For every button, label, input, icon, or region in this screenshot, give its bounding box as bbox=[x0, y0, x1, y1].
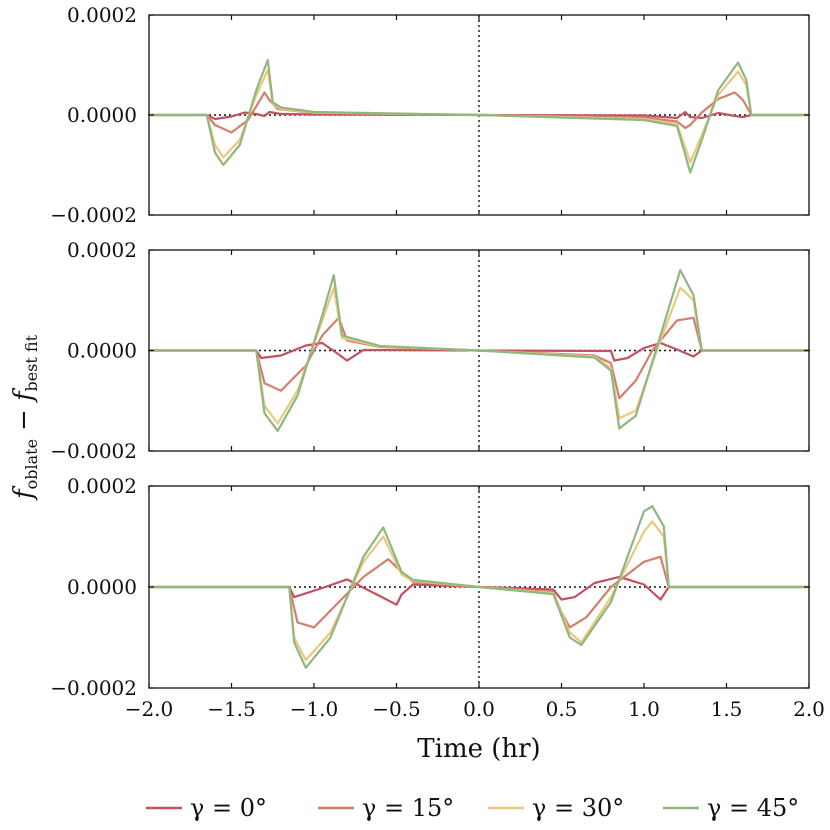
y-axis-title-minus: − bbox=[9, 409, 39, 431]
y-tick-label: −0.0002 bbox=[50, 439, 137, 463]
x-tick-label: 0.0 bbox=[463, 697, 495, 721]
legend-item: γ = 45° bbox=[663, 794, 799, 822]
y-axis-title-sub2: best fit bbox=[22, 334, 41, 391]
legend-item: γ = 30° bbox=[488, 794, 624, 822]
y-tick-label: −0.0002 bbox=[50, 676, 137, 700]
y-tick-label: 0.0000 bbox=[67, 575, 137, 599]
x-tick-label: −1.5 bbox=[207, 697, 256, 721]
legend-label: γ = 30° bbox=[532, 794, 624, 822]
legend-item: γ = 15° bbox=[318, 794, 454, 822]
y-tick-label: 0.0000 bbox=[67, 103, 137, 127]
x-tick-label: 2.0 bbox=[793, 697, 825, 721]
series-line-gamma-45 bbox=[147, 269, 811, 432]
panels: −0.00020.00000.0002−0.00020.00000.0002−0… bbox=[50, 3, 811, 700]
legend-label: γ = 45° bbox=[707, 794, 799, 822]
y-axis-title-sub1: oblate bbox=[22, 439, 41, 489]
x-tick-label: 1.5 bbox=[711, 697, 743, 721]
x-tick-labels: −2.0 −1.5 −1.0 −0.5 0.0 0.5 1.0 1.5 2.0 bbox=[125, 697, 825, 721]
x-tick-label: −2.0 bbox=[125, 697, 174, 721]
y-axis-title: foblate−fbest fit bbox=[9, 334, 41, 501]
x-axis-title: Time (hr) bbox=[417, 734, 540, 764]
legend-label: γ = 0° bbox=[190, 794, 267, 822]
x-tick-label: −0.5 bbox=[372, 697, 421, 721]
y-tick-label: 0.0002 bbox=[67, 474, 137, 498]
panel-2: −0.0002 0.0000 0.0002 bbox=[50, 238, 811, 463]
y-tick-label: 0.0000 bbox=[67, 339, 137, 363]
y-tick-label: 0.0002 bbox=[67, 238, 137, 262]
series-line-gamma-45 bbox=[147, 505, 811, 669]
x-tick-label: 0.5 bbox=[546, 697, 578, 721]
series-line-gamma-45 bbox=[147, 58, 811, 174]
legend-item: γ = 0° bbox=[146, 794, 267, 822]
y-tick-label: 0.0002 bbox=[67, 3, 137, 27]
legend-label: γ = 15° bbox=[362, 794, 454, 822]
legend: γ = 0° γ = 15° γ = 30° γ = 45° bbox=[146, 794, 799, 822]
x-tick-label: 1.0 bbox=[628, 697, 660, 721]
panel-3: −0.0002 0.0000 0.0002 bbox=[50, 474, 811, 700]
x-tick-label: −1.0 bbox=[290, 697, 339, 721]
y-tick-label: −0.0002 bbox=[50, 203, 137, 227]
panel-1: −0.0002 0.0000 0.0002 bbox=[50, 3, 811, 227]
